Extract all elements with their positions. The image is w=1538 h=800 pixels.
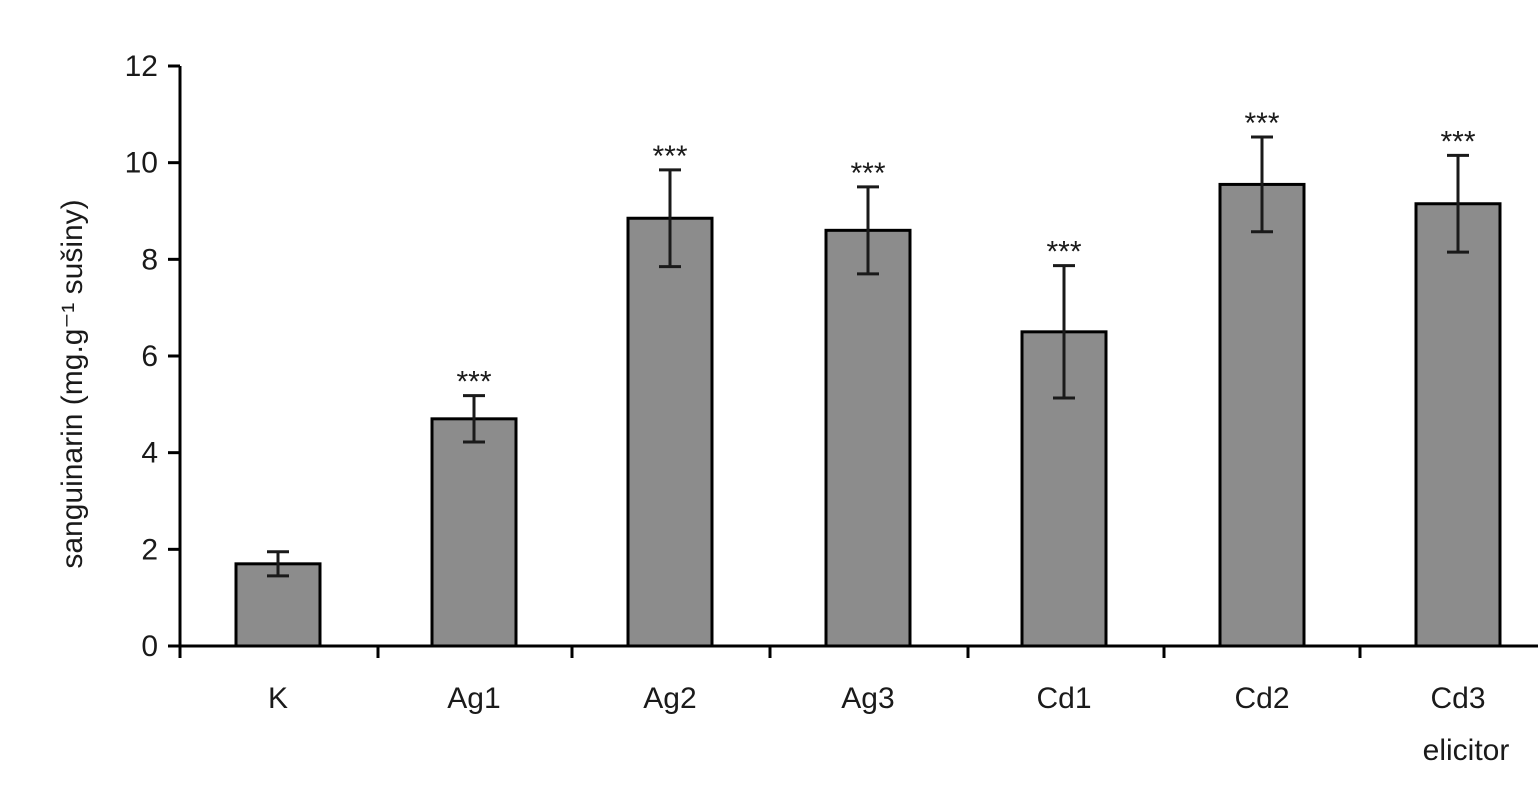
error-bar-cd2 bbox=[1251, 135, 1273, 234]
significance-label-ag3: *** bbox=[850, 157, 885, 190]
error-bar-cd1 bbox=[1053, 264, 1075, 400]
significance-label-cd2: *** bbox=[1244, 107, 1279, 140]
x-tick-label-k: K bbox=[268, 682, 288, 715]
y-tick-label: 8 bbox=[141, 243, 158, 276]
x-tick-label-ag1: Ag1 bbox=[447, 682, 500, 715]
x-tick-label-ag3: Ag3 bbox=[841, 682, 894, 715]
y-tick-label: 10 bbox=[125, 147, 158, 180]
error-bar-ag2 bbox=[659, 168, 681, 269]
error-bar-k bbox=[267, 550, 289, 578]
bar-k bbox=[234, 562, 322, 648]
error-bar-cd3 bbox=[1447, 153, 1469, 254]
x-tick-label-ag2: Ag2 bbox=[643, 682, 696, 715]
significance-label-cd1: *** bbox=[1046, 236, 1081, 269]
significance-label-cd3: *** bbox=[1440, 125, 1475, 158]
bar-cd2 bbox=[1218, 182, 1306, 648]
bar-ag2 bbox=[626, 216, 714, 648]
bar-cd3 bbox=[1414, 202, 1502, 648]
y-tick-label: 4 bbox=[141, 437, 158, 470]
x-tick-label-cd2: Cd2 bbox=[1234, 682, 1289, 715]
x-tick-label-cd3: Cd3 bbox=[1430, 682, 1485, 715]
y-tick-label: 0 bbox=[141, 630, 158, 663]
y-tick-label: 12 bbox=[125, 50, 158, 83]
y-tick-label: 6 bbox=[141, 340, 158, 373]
bar-ag1 bbox=[430, 417, 518, 648]
significance-label-ag1: *** bbox=[456, 366, 491, 399]
bar-ag3 bbox=[824, 228, 912, 648]
x-tick-sublabel-cd3: elicitor bbox=[1423, 734, 1510, 767]
y-axis-title: sanguinarin (mg.g⁻¹ sušiny) bbox=[56, 199, 89, 568]
error-bar-ag1 bbox=[463, 394, 485, 444]
significance-label-ag2: *** bbox=[652, 140, 687, 173]
error-bar-ag3 bbox=[857, 185, 879, 276]
y-tick-label: 2 bbox=[141, 533, 158, 566]
x-tick-label-cd1: Cd1 bbox=[1036, 682, 1091, 715]
